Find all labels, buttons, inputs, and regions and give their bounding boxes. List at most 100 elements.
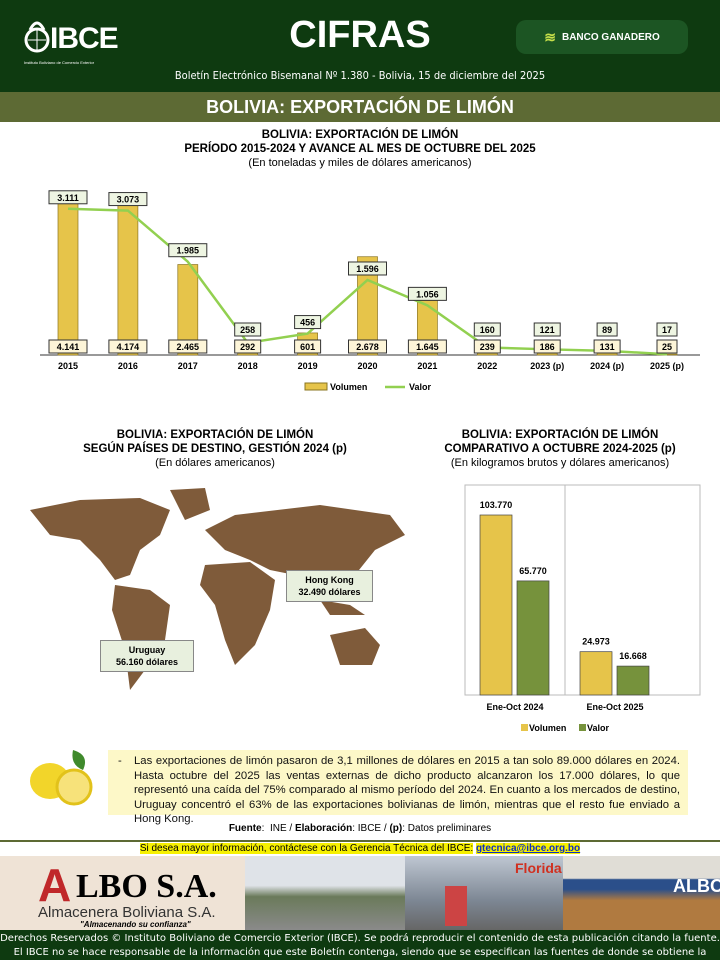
summary-note: - Las exportaciones de limón pasaron de 3… [108,750,688,825]
label-volumen: 2.465 [177,342,200,352]
bar-volumen [117,201,139,356]
label-valor: 258 [240,325,255,335]
north-america [30,498,170,580]
x-tick-label: 2015 [58,361,78,371]
label-volumen-box [48,339,88,354]
lemon-image [30,750,93,806]
label-volumen-box [348,339,387,354]
chart3-comparison: 103.770 65.770 Ene-Oct 2024 24.973 16.668 Ene… [464,484,701,733]
label-valor-box [407,286,447,301]
x-tick-label: 2020 [357,361,377,371]
sponsor-logo: ≋ BANCO GANADERO [516,20,688,54]
source-line: Fuente: INE / Elaboración: IBCE / (p): D… [228,823,492,834]
label-valor: 1.596 [356,264,379,274]
x-tick-label: 2018 [238,361,258,371]
bar-volumen [579,651,613,696]
label-valor-box [234,322,262,337]
indonesia [320,600,365,615]
data-label: 103.770 [480,500,513,510]
page-title: CIFRAS [289,14,431,56]
label-valor: 89 [602,325,612,335]
ibce-logo: IBCE Instituto Boliviano de Comercio Ext… [24,14,124,65]
label-valor-box [473,322,501,337]
chart3-heading: BOLIVIA: EXPORTACIÓN DE LIMÓN COMPARATIV… [444,429,676,469]
label-valor: 121 [540,325,555,335]
label-valor-box [596,322,618,337]
label-valor-box [533,322,561,337]
x-tick-label: Ene-Oct 2025 [586,702,643,712]
label-volumen-box [234,339,262,354]
section-title: BOLIVIA: EXPORTACIÓN DE LIMÓN [0,92,720,122]
x-tick-label: 2025 (p) [650,361,684,371]
label-valor: 3.111 [57,193,79,203]
label-volumen-box [533,339,561,354]
x-tick-label: 2024 (p) [590,361,624,371]
label-volumen: 4.174 [117,342,140,352]
legend-volumen: Volumen [330,382,367,392]
bulletin-info: Boletín Electrónico Bisemanal Nº 1.380 -… [174,69,546,82]
legend-valor-swatch [579,724,586,731]
divider [0,840,720,842]
contact-email-link[interactable]: gtecnica@ibce.org.bo [475,843,581,854]
legend-valor: Valor [587,723,610,733]
label-volumen: 292 [240,342,255,352]
callout-hong-kong: Hong Kong 32.490 dólares [286,570,373,602]
bar-volumen [479,514,513,696]
south-america [112,585,170,690]
world-map [30,488,405,690]
label-volumen-box [593,339,621,354]
label-volumen: 25 [662,342,672,352]
label-volumen-box [473,339,501,354]
label-valor-box [348,261,387,276]
bar-volumen [177,264,199,356]
label-volumen-box [108,339,148,354]
x-tick-label: 2021 [417,361,437,371]
label-volumen: 2.678 [356,342,379,352]
label-volumen: 1.645 [416,342,439,352]
line-valor [67,207,668,356]
legend-volumen-swatch [521,724,528,731]
label-valor-box [656,322,678,337]
label-valor: 17 [662,325,672,335]
photo-parking [245,856,405,930]
albo-logo-letter: A [38,859,72,911]
data-label: 24.973 [582,637,610,647]
photo-airport: Florida [405,856,563,930]
label-valor: 1.985 [177,246,200,256]
x-tick-label: 2017 [178,361,198,371]
chart2-heading: BOLIVIA: EXPORTACIÓN DE LIMÓN SEGÚN PAÍS… [83,429,347,469]
x-tick-label: 2019 [298,361,318,371]
footer: Derechos Reservados © Instituto Bolivian… [0,930,720,972]
label-valor-box [48,190,88,205]
label-volumen: 4.141 [57,342,80,352]
label-volumen-box [656,339,678,354]
label-volumen: 186 [540,342,555,352]
label-valor: 1.056 [416,289,439,299]
legend-volumen: Volumen [529,723,566,733]
data-label: 65.770 [519,566,547,576]
bar-volumen [57,202,79,356]
africa [200,562,275,665]
albo-ad-banner[interactable]: A LBO S.A. Almacenera Boliviana S.A. "Al… [0,856,720,930]
label-valor: 3.073 [117,195,140,205]
australia [330,628,380,665]
legend-valor: Valor [409,382,432,392]
data-label: 16.668 [619,651,647,661]
photo-warehouse: ALBO [563,856,720,930]
label-valor: 456 [300,318,315,328]
x-tick-label: 2022 [477,361,497,371]
label-volumen: 601 [300,342,315,352]
eurasia [205,505,405,600]
forklift [445,886,467,926]
label-volumen-box [407,339,447,354]
contact-line: Si desea mayor información, contáctese c… [139,843,581,854]
label-volumen: 131 [600,342,615,352]
label-valor-box [168,243,208,258]
label-volumen-box [294,339,322,354]
callout-uruguay: Uruguay 56.160 dólares [100,640,194,672]
label-valor: 160 [480,325,495,335]
x-tick-label: Ene-Oct 2024 [486,702,543,712]
chart1-export-history: 2015 2016 2017 2018 2019 2020 2021 2022 2023 (p)… [40,190,700,392]
label-valor-box [108,192,148,207]
chart1-heading: BOLIVIA: EXPORTACIÓN DE LIMÓN PERÍODO 20… [184,129,536,169]
